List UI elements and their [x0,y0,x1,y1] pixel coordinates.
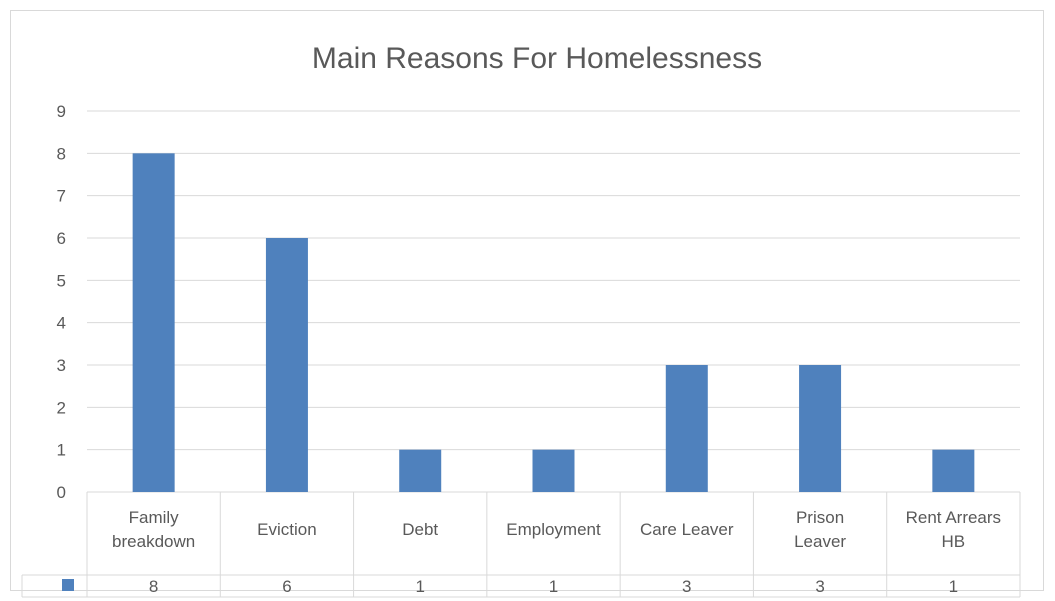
category-label: Employment [506,520,601,539]
category-label: Debt [402,520,438,539]
bar [265,238,308,492]
y-tick-label: 7 [57,187,66,206]
y-tick-label: 3 [57,356,66,375]
y-tick-label: 6 [57,229,66,248]
chart-title: Main Reasons For Homelessness [312,42,762,75]
y-tick-label: 0 [57,483,66,502]
y-tick-label: 8 [57,144,66,163]
category-label: Eviction [257,520,317,539]
table-value: 8 [149,577,158,596]
table-value: 1 [549,577,558,596]
bar [799,365,842,492]
bar [132,153,175,493]
gridlines [87,110,1020,493]
category-label: breakdown [112,532,195,551]
bar [532,449,575,492]
data-table: Family breakdown Eviction Debt Employment Car… [21,492,1021,598]
y-axis-ticks: 0 1 2 3 4 5 6 7 8 9 [57,102,66,502]
category-label: Rent Arrears [906,508,1001,527]
table-value: 1 [415,577,424,596]
category-label: Family [129,508,180,527]
chart-frame [10,10,1044,591]
legend-key [62,579,74,591]
category-label: Prison [796,508,844,527]
bars [132,153,975,493]
y-tick-label: 4 [57,314,66,333]
bar [665,365,708,492]
category-label: Care Leaver [640,520,734,539]
table-value: 3 [815,577,824,596]
table-value: 3 [682,577,691,596]
category-label: HB [942,532,966,551]
category-label: Leaver [794,532,846,551]
y-tick-label: 5 [57,271,66,290]
y-tick-label: 2 [57,398,66,417]
table-value: 6 [282,577,291,596]
table-value: 1 [949,577,958,596]
y-tick-label: 1 [57,441,66,460]
y-tick-label: 9 [57,102,66,121]
bar [932,449,975,492]
bar [399,449,442,492]
